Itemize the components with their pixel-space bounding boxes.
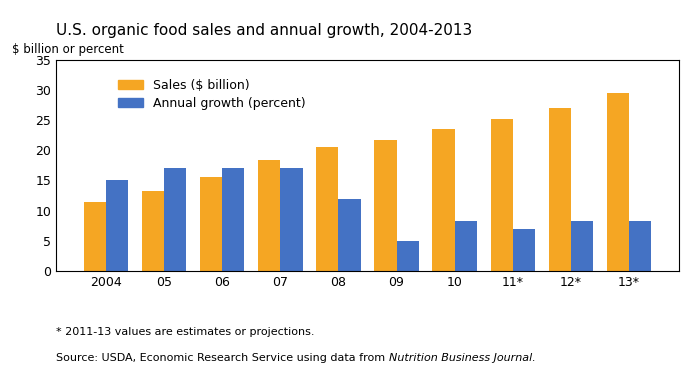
Bar xyxy=(570,221,593,271)
Bar xyxy=(339,199,361,271)
Text: Source: USDA, Economic Research Service using data from: Source: USDA, Economic Research Service … xyxy=(56,353,388,364)
Text: * 2011-13 values are estimates or projections.: * 2011-13 values are estimates or projec… xyxy=(56,327,314,337)
Bar xyxy=(200,177,223,271)
Text: Nutrition Business Journal.: Nutrition Business Journal. xyxy=(389,353,536,364)
Bar xyxy=(454,221,477,271)
Bar xyxy=(142,191,164,271)
Bar xyxy=(84,202,106,271)
Bar xyxy=(258,160,281,271)
Text: $ billion or percent: $ billion or percent xyxy=(13,43,125,56)
Bar xyxy=(106,180,128,271)
Bar xyxy=(281,168,302,271)
Bar xyxy=(396,241,419,271)
Bar xyxy=(433,129,454,271)
Bar xyxy=(549,108,570,271)
Bar xyxy=(491,119,512,271)
Bar xyxy=(512,229,535,271)
Bar xyxy=(374,140,396,271)
Bar xyxy=(629,221,651,271)
Legend: Sales ($ billion), Annual growth (percent): Sales ($ billion), Annual growth (percen… xyxy=(112,73,312,116)
Text: U.S. organic food sales and annual growth, 2004-2013: U.S. organic food sales and annual growt… xyxy=(56,23,473,38)
Bar xyxy=(607,93,629,271)
Bar xyxy=(223,168,244,271)
Bar xyxy=(164,168,186,271)
Bar xyxy=(316,147,339,271)
